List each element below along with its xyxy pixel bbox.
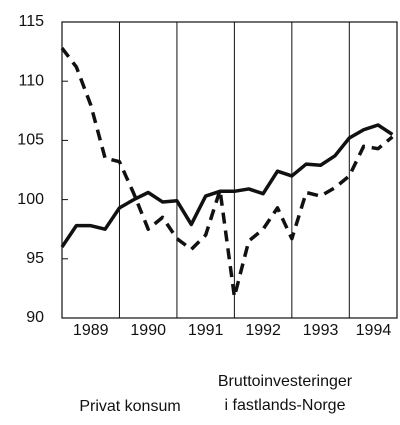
x-tick-label: 1994 bbox=[356, 322, 392, 339]
legend-label: Privat konsum bbox=[79, 398, 181, 415]
legend-label: Bruttoinvesteringer i fastlands-Norge bbox=[217, 373, 353, 414]
y-tick-label: 105 bbox=[17, 132, 44, 149]
x-tick-label: 1990 bbox=[130, 322, 166, 339]
plot-frame bbox=[61, 21, 398, 319]
y-tick-label: 90 bbox=[26, 309, 44, 326]
y-tick-label: 100 bbox=[17, 191, 44, 208]
data-line bbox=[60, 123, 394, 248]
x-tick-label: 1989 bbox=[73, 322, 109, 339]
x-tick-label: 1991 bbox=[188, 322, 224, 339]
data-line bbox=[60, 46, 394, 299]
x-tick-label: 1992 bbox=[245, 322, 281, 339]
y-tick-label: 115 bbox=[18, 13, 44, 30]
x-tick-label: 1993 bbox=[303, 322, 339, 339]
y-tick-label: 110 bbox=[18, 72, 44, 89]
y-tick-label: 95 bbox=[26, 250, 44, 267]
